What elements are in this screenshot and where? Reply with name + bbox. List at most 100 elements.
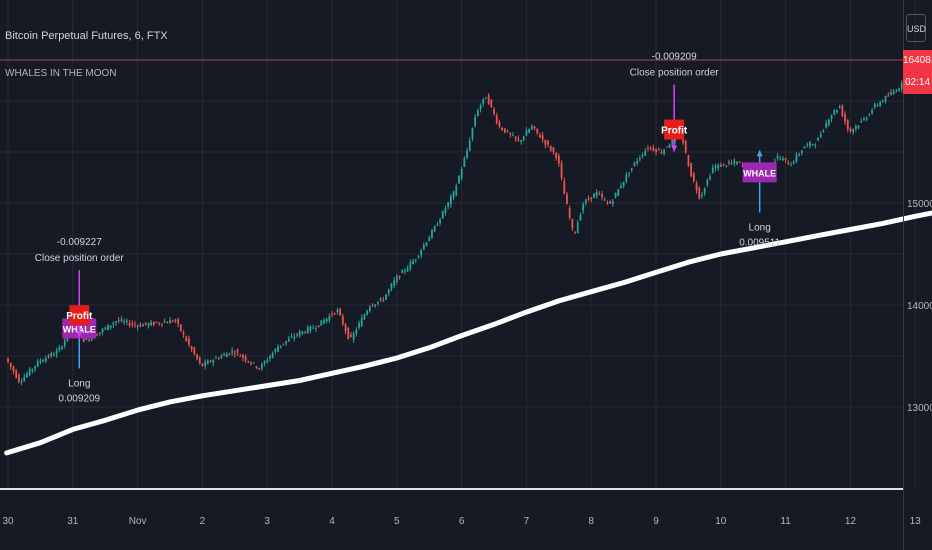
candle-body: [663, 149, 666, 154]
candle-body: [147, 323, 150, 326]
candle-body: [387, 289, 390, 294]
candle-body: [393, 280, 396, 286]
candle-body: [9, 362, 12, 367]
candle-body: [358, 323, 360, 328]
chart-title: Bitcoin Perpetual Futures, 6, FTX: [5, 30, 168, 42]
candle-body: [104, 327, 107, 330]
candle-body: [857, 125, 860, 128]
candle-body: [179, 324, 182, 332]
candle-body: [611, 201, 614, 204]
candle-body: [563, 180, 566, 195]
candle-body: [854, 126, 857, 130]
candle-body: [736, 161, 738, 165]
x-tick-label: 8: [588, 516, 594, 527]
exit-arrow-head: [671, 145, 678, 152]
candle-body: [803, 146, 806, 149]
candle-body: [846, 119, 849, 129]
candle-body: [63, 340, 66, 346]
entry-text: Long: [68, 378, 90, 389]
candle-body: [101, 328, 104, 333]
candle-body: [174, 319, 177, 321]
candle-body: [414, 259, 417, 261]
candle-body: [501, 127, 504, 131]
candle-body: [517, 138, 520, 141]
candle-body: [244, 356, 247, 361]
candle-body: [622, 181, 625, 186]
candle-body: [23, 376, 26, 382]
candle-body: [242, 354, 244, 358]
candle-body: [825, 123, 828, 128]
candle-body: [42, 360, 45, 363]
candle-body: [17, 375, 20, 382]
candle-body: [728, 161, 730, 164]
candle-body: [247, 361, 250, 363]
candle-body: [719, 164, 722, 167]
candle-body: [714, 166, 717, 169]
candle-body: [449, 196, 452, 205]
candle-body: [668, 144, 671, 148]
candle-body: [20, 381, 23, 383]
candle-body: [12, 366, 15, 372]
candle-body: [409, 262, 412, 269]
candle-body: [479, 105, 482, 110]
candle-body: [628, 173, 630, 175]
candle-body: [296, 334, 298, 336]
candle-body: [601, 194, 603, 198]
candle-body: [560, 163, 563, 178]
candle-body: [711, 167, 714, 173]
candle-body: [617, 189, 620, 196]
x-tick-label: 2: [200, 516, 206, 527]
candle-body: [641, 155, 644, 157]
candle-body: [533, 126, 536, 129]
candle-body: [287, 338, 290, 342]
candle-body: [44, 357, 47, 362]
candle-body: [304, 332, 306, 334]
candle-body: [649, 147, 652, 149]
candle-body: [385, 294, 387, 300]
candle-body: [269, 356, 271, 359]
candle-body: [487, 94, 490, 104]
candle-body: [881, 100, 884, 102]
candle-body: [582, 204, 585, 211]
candle-body: [344, 324, 347, 332]
candle-body: [819, 134, 822, 137]
candle-body: [717, 164, 720, 169]
x-tick-label: Nov: [129, 516, 147, 527]
y-tick-label: 15000.0: [907, 199, 932, 210]
candle-body: [536, 128, 539, 133]
candle-body: [136, 325, 139, 328]
candle-body: [838, 106, 841, 108]
candle-body: [428, 237, 431, 242]
candles-layer: [7, 52, 932, 386]
currency-button[interactable]: USD: [906, 14, 926, 42]
candle-body: [792, 161, 795, 164]
candle-body: [233, 352, 236, 355]
time-axis-line: [0, 488, 903, 490]
candle-body: [339, 308, 342, 316]
candle-body: [830, 115, 833, 119]
candle-body: [123, 321, 126, 323]
candle-body: [7, 358, 9, 363]
candle-body: [58, 347, 61, 350]
candle-body: [690, 162, 693, 177]
candle-body: [333, 313, 336, 315]
candle-body: [347, 327, 350, 339]
y-tick-label: 13000.0: [907, 403, 932, 414]
candle-body: [431, 230, 433, 238]
candle-body: [15, 370, 18, 378]
candle-body: [96, 334, 99, 336]
trade-markers-layer: WHALE Long 0.009209 Profit -0.009227 Close po…: [35, 52, 781, 405]
candle-body: [206, 360, 209, 365]
candle-body: [436, 224, 439, 226]
candle-body: [706, 180, 709, 185]
candle-body: [55, 350, 58, 355]
candle-body: [215, 357, 217, 359]
candle-body: [412, 260, 414, 264]
candle-body: [811, 144, 814, 146]
x-tick-label: 31: [67, 516, 79, 527]
x-tick-label: 4: [329, 516, 335, 527]
candle-body: [309, 326, 312, 331]
entry-arrow-head: [756, 150, 763, 157]
exit-text: Close position order: [630, 68, 720, 79]
